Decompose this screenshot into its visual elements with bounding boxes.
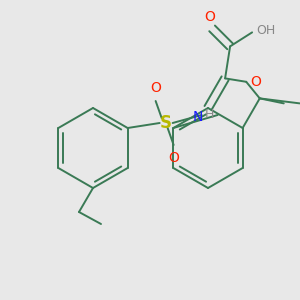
Text: H: H (205, 109, 214, 122)
Text: O: O (150, 81, 161, 95)
Text: OH: OH (256, 24, 275, 37)
Text: O: O (205, 11, 215, 24)
Text: O: O (250, 75, 261, 89)
Text: N: N (193, 110, 203, 124)
Text: methyl: methyl (0, 299, 1, 300)
Text: methyl: methyl (0, 299, 1, 300)
Text: S: S (160, 114, 172, 132)
Text: O: O (168, 151, 179, 165)
